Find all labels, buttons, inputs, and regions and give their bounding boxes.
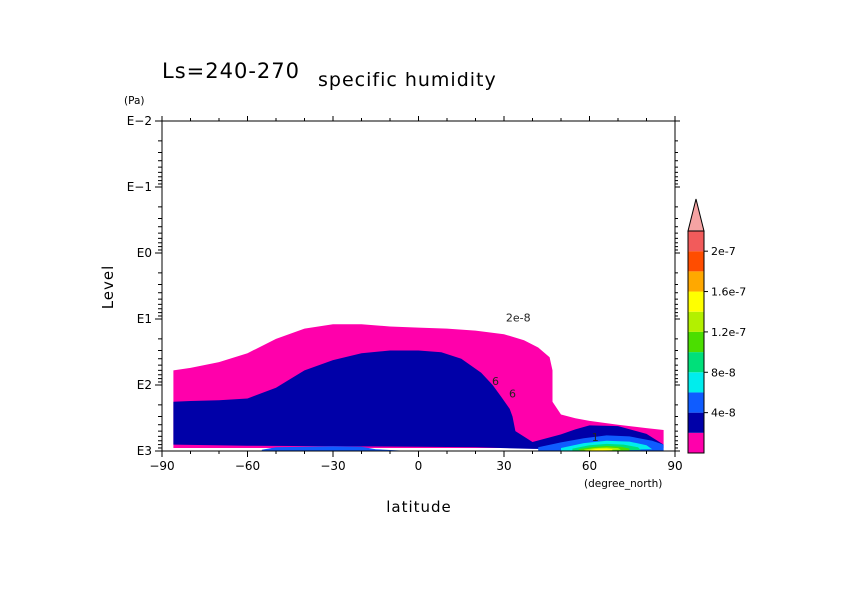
contour-region-8: [589, 448, 613, 451]
x-tick-label-3: 0: [415, 459, 423, 473]
contour-label-0: 2e-8: [506, 312, 531, 325]
colorbar-swatch-0: [688, 432, 704, 453]
colorbar-label-3: 1.6e-7: [711, 286, 746, 299]
x-tick-label-1: −60: [235, 459, 260, 473]
colorbar-label-4: 2e-7: [711, 245, 736, 258]
chart-subtitle: specific humidity: [318, 69, 497, 91]
contour-label-3: 1: [592, 431, 599, 444]
colorbar-label-1: 8e-8: [711, 366, 736, 379]
colorbar-swatch-4: [688, 352, 704, 373]
contour-region-2: [261, 446, 405, 451]
y-tick-label-3: E1: [137, 312, 152, 326]
chart-title: Ls=240-270: [162, 59, 300, 83]
y-tick-label-2: E0: [137, 246, 152, 260]
x-axis: −90 −60 −30 0 30 60 90: [149, 116, 683, 473]
x-axis-label: latitude: [386, 498, 452, 516]
colorbar-label-2: 1.2e-7: [711, 326, 746, 339]
colorbar-swatch-7: [688, 291, 704, 312]
x-tick-label-0: −90: [149, 459, 174, 473]
contour-label-1: 6: [492, 375, 499, 388]
colorbar-swatch-8: [688, 271, 704, 292]
y-axis: E−2 E−1 E0 E1 E2 E3: [127, 114, 680, 458]
colorbar-swatch-5: [688, 331, 704, 353]
colorbar: 4e-8 8e-8 1.2e-7 1.6e-7 2e-7: [687, 198, 746, 454]
colorbar-overflow-triangle: [687, 198, 705, 232]
y-axis-label: Level: [99, 265, 117, 310]
contour-fills: [173, 324, 664, 451]
y-tick-label-1: E−1: [127, 180, 152, 194]
contour-region-1: [173, 350, 664, 450]
y-tick-label-0: E−2: [127, 114, 152, 128]
x-tick-label-5: 60: [582, 459, 597, 473]
colorbar-swatch-10: [688, 231, 704, 252]
contour-labels: 2e-8 66 1: [492, 312, 599, 444]
colorbar-swatch-3: [688, 372, 704, 393]
colorbar-swatch-6: [688, 311, 704, 332]
y-tick-label-5: E3: [137, 444, 152, 458]
colorbar-label-0: 4e-8: [711, 407, 736, 420]
y-tick-label-4: E2: [137, 378, 152, 392]
x-unit: (degree_north): [584, 478, 662, 490]
x-tick-label-6: 90: [667, 459, 682, 473]
colorbar-swatch-9: [688, 251, 704, 272]
y-unit: (Pa): [124, 95, 145, 107]
x-tick-label-2: −30: [320, 459, 345, 473]
colorbar-swatch-2: [688, 392, 704, 413]
x-tick-label-4: 30: [496, 459, 511, 473]
colorbar-swatch-1: [688, 412, 704, 433]
contour-label-2: 6: [509, 388, 516, 401]
colorbar-frame: [687, 230, 705, 454]
